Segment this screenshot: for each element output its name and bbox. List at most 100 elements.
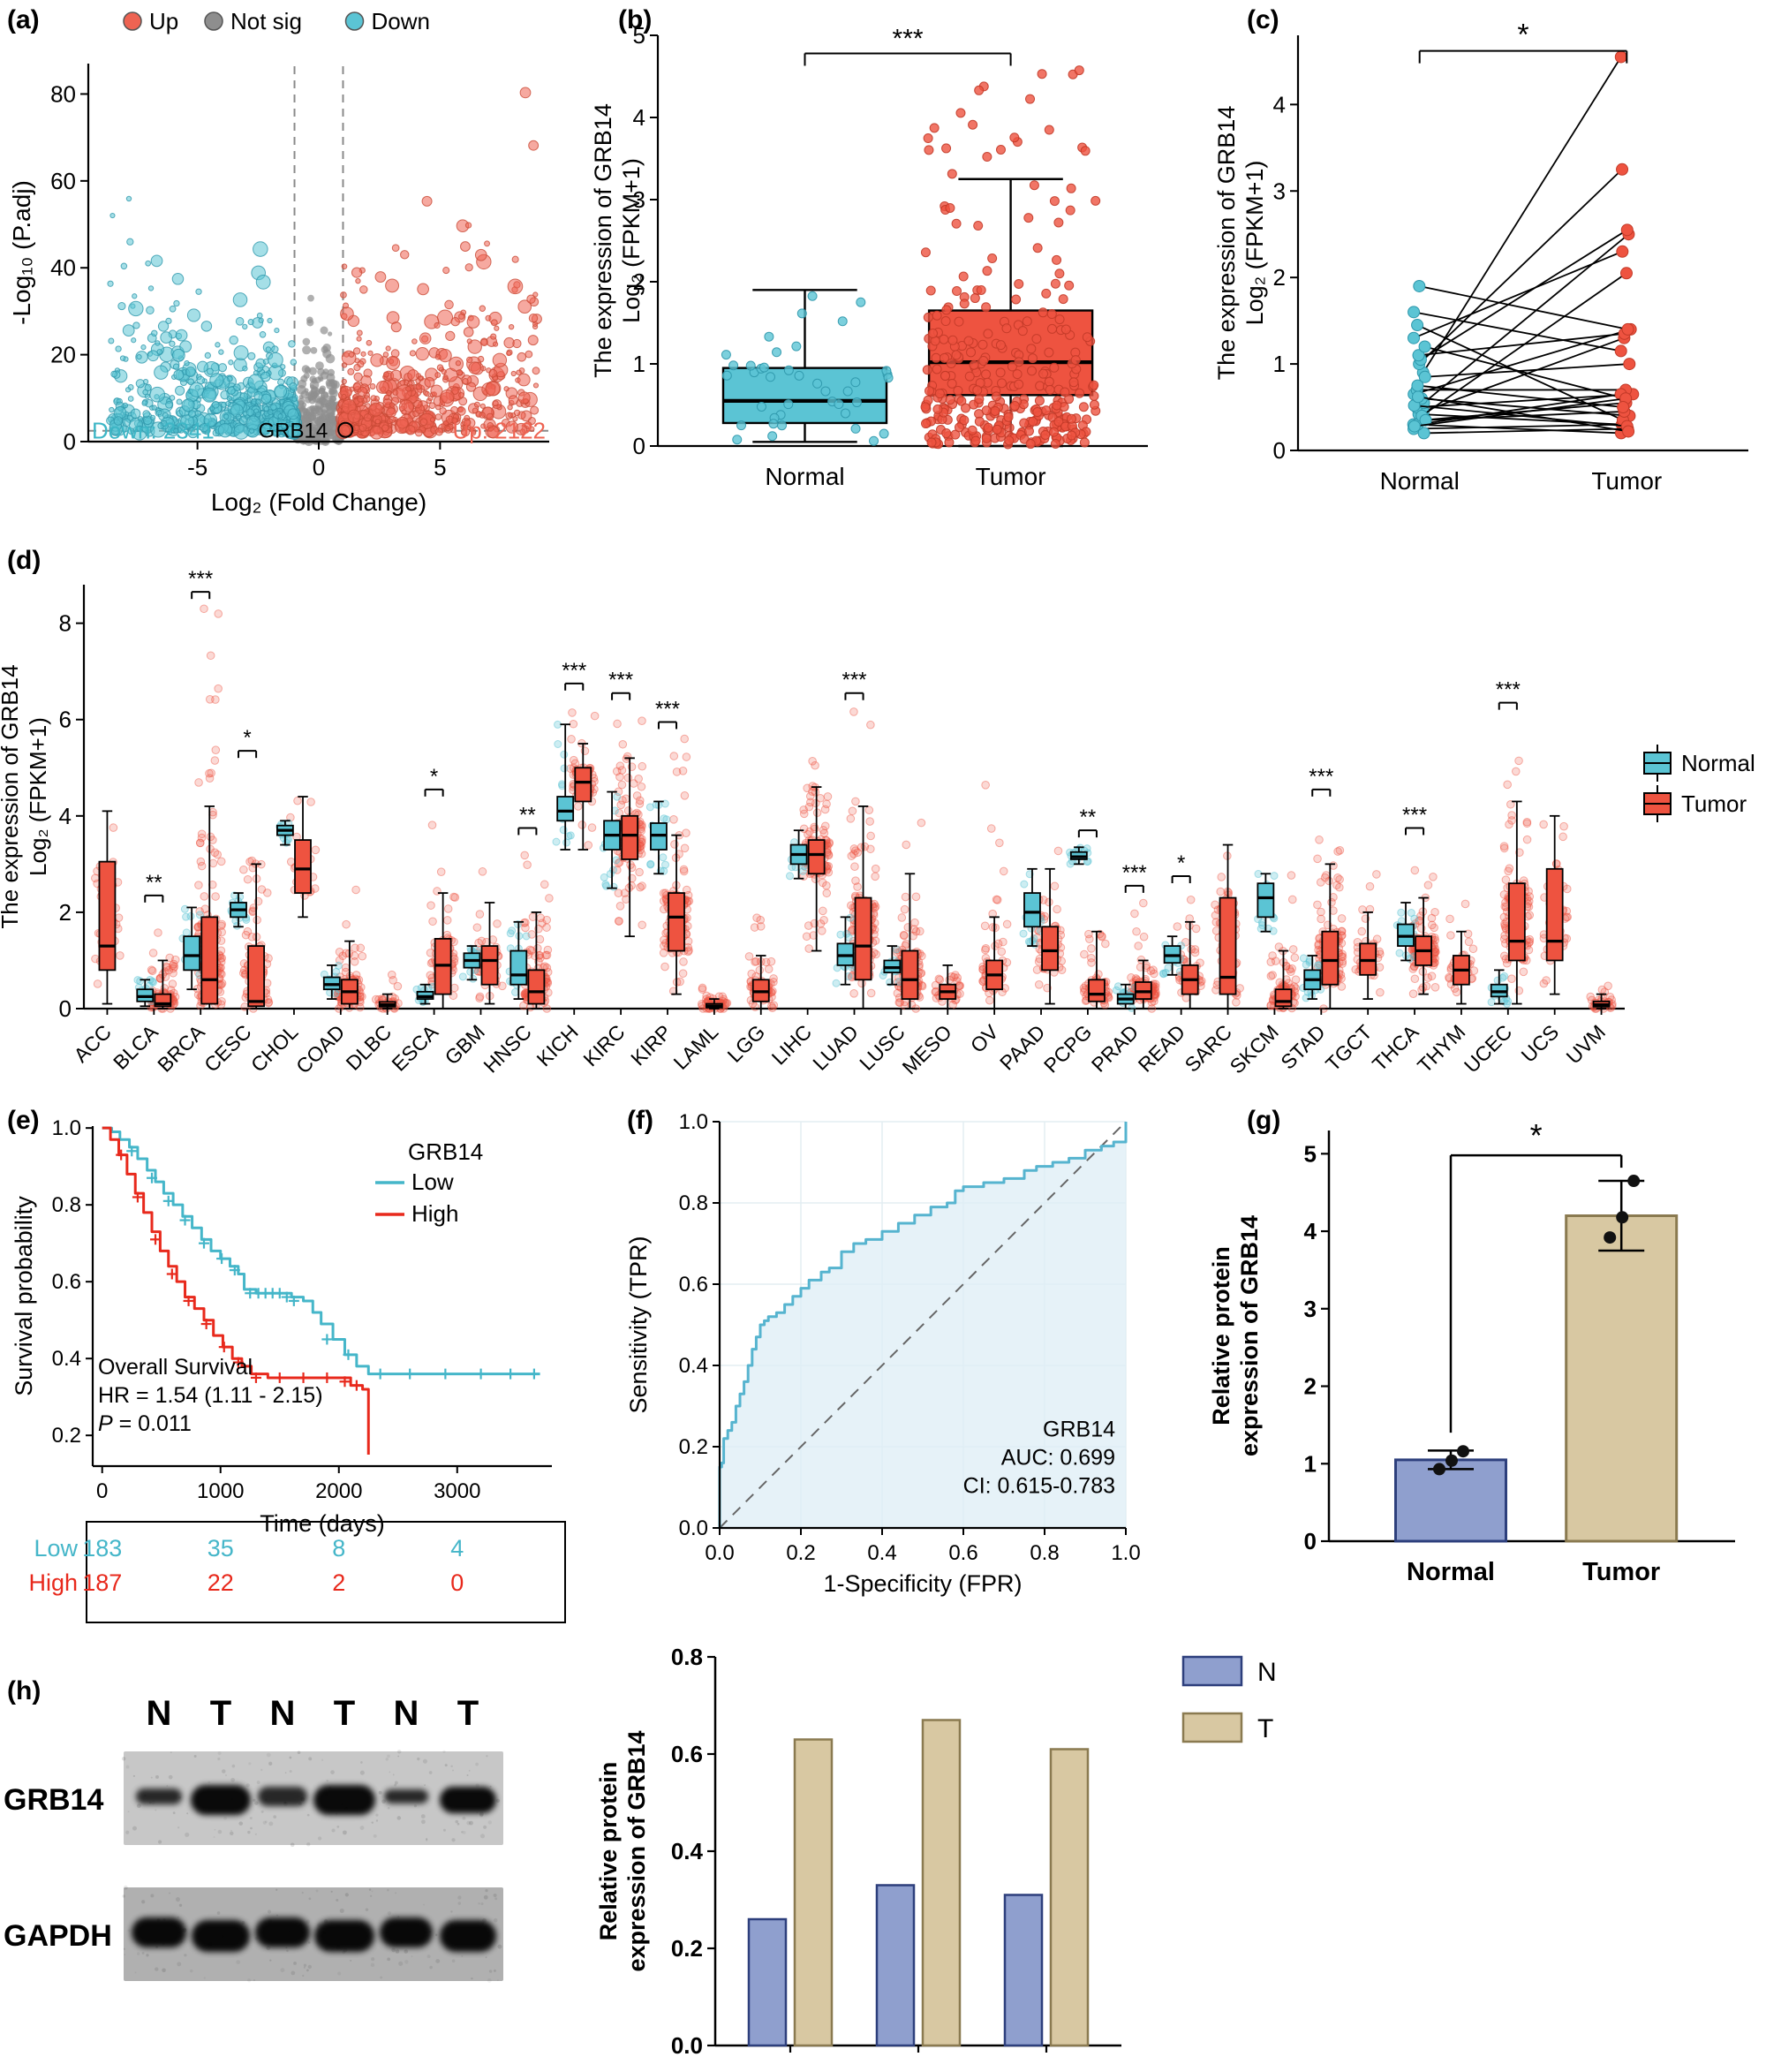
svg-text:Up: 2122: Up: 2122 xyxy=(452,418,546,444)
svg-text:***: *** xyxy=(608,669,633,692)
svg-text:***: *** xyxy=(655,697,680,721)
panel-label-e: (e) xyxy=(7,1106,40,1135)
svg-text:The expression of GRB14: The expression of GRB14 xyxy=(1213,106,1240,381)
svg-text:The expression of GRB14: The expression of GRB14 xyxy=(590,103,616,378)
svg-text:0: 0 xyxy=(64,428,76,455)
svg-text:Tumor: Tumor xyxy=(1591,467,1662,495)
panel-label-b: (b) xyxy=(618,5,653,34)
svg-text:5: 5 xyxy=(633,22,645,49)
svg-text:READ: READ xyxy=(1134,1020,1190,1077)
svg-text:Log₂ (FPKM+1): Log₂ (FPKM+1) xyxy=(25,717,51,876)
svg-text:4: 4 xyxy=(1273,91,1286,117)
svg-text:Log₂ (FPKM+1): Log₂ (FPKM+1) xyxy=(1241,161,1268,326)
boxplot-normal-tumor: 0 1 2 3 4 5 The expression of GRB14 Log₂ (FPKM+… xyxy=(590,22,1148,490)
svg-text:Tumor: Tumor xyxy=(976,463,1046,490)
svg-text:4: 4 xyxy=(59,803,72,829)
roc-curve: 0.00.00.20.20.40.40.60.60.80.81.01.01-Sp… xyxy=(625,1110,1141,1597)
svg-text:LUAD: LUAD xyxy=(808,1020,863,1075)
svg-text:PCPG: PCPG xyxy=(1039,1020,1096,1077)
svg-text:3: 3 xyxy=(1273,178,1286,204)
svg-text:OV: OV xyxy=(966,1020,1003,1057)
svg-text:0: 0 xyxy=(59,995,72,1022)
svg-text:5: 5 xyxy=(434,454,446,480)
svg-text:HNSC: HNSC xyxy=(479,1020,535,1077)
svg-text:KIRP: KIRP xyxy=(626,1020,675,1070)
svg-text:4: 4 xyxy=(633,104,645,131)
svg-text:**: ** xyxy=(519,803,536,827)
svg-text:0: 0 xyxy=(1273,437,1286,464)
panel-label-a: (a) xyxy=(7,5,40,34)
svg-text:MESO: MESO xyxy=(898,1020,956,1078)
svg-text:**: ** xyxy=(1080,805,1097,829)
svg-text:2: 2 xyxy=(59,899,72,926)
svg-text:6: 6 xyxy=(59,707,72,733)
svg-text:***: *** xyxy=(188,567,213,591)
svg-text:Up: Up xyxy=(149,8,178,34)
svg-text:***: *** xyxy=(841,669,866,692)
svg-text:60: 60 xyxy=(50,168,76,194)
svg-text:80: 80 xyxy=(50,80,76,107)
svg-text:***: *** xyxy=(1122,861,1147,885)
svg-text:Down: 2341: Down: 2341 xyxy=(92,418,215,444)
svg-text:20: 20 xyxy=(50,342,76,368)
svg-text:GRB14: GRB14 xyxy=(259,420,328,443)
svg-text:Not sig: Not sig xyxy=(230,8,302,34)
svg-text:-5: -5 xyxy=(187,454,208,480)
svg-text:SKCM: SKCM xyxy=(1226,1020,1283,1078)
svg-text:*: * xyxy=(1517,19,1528,52)
svg-text:KICH: KICH xyxy=(532,1020,583,1070)
svg-text:STAD: STAD xyxy=(1276,1020,1330,1074)
svg-text:LAML: LAML xyxy=(669,1020,723,1074)
paired-expression-plot: 0 1 2 3 4 The expression of GRB14 Log₂ (FPKM+1… xyxy=(1213,19,1748,495)
svg-text:Normal: Normal xyxy=(1380,467,1460,495)
svg-text:SARC: SARC xyxy=(1180,1020,1236,1077)
svg-text:1: 1 xyxy=(633,351,645,377)
svg-text:*: * xyxy=(1177,851,1185,875)
svg-text:Normal: Normal xyxy=(765,463,844,490)
svg-text:0: 0 xyxy=(633,433,645,459)
svg-text:CHOL: CHOL xyxy=(246,1020,303,1077)
svg-text:2: 2 xyxy=(633,268,645,295)
svg-text:Down: Down xyxy=(372,8,430,34)
svg-text:0: 0 xyxy=(313,454,325,480)
svg-text:ACC: ACC xyxy=(69,1020,116,1067)
panel-label-h: (h) xyxy=(7,1676,42,1705)
svg-text:COAD: COAD xyxy=(291,1020,349,1078)
svg-text:8: 8 xyxy=(59,610,72,637)
svg-text:BLCA: BLCA xyxy=(109,1020,162,1074)
svg-text:LIHC: LIHC xyxy=(767,1020,816,1069)
panel-label-c: (c) xyxy=(1247,5,1279,34)
svg-text:Log₂ (FPKM+1): Log₂ (FPKM+1) xyxy=(618,158,645,323)
svg-text:ESCA: ESCA xyxy=(387,1020,442,1076)
svg-text:The expression of GRB14: The expression of GRB14 xyxy=(0,664,23,928)
svg-text:TGCT: TGCT xyxy=(1321,1020,1377,1076)
svg-text:CESC: CESC xyxy=(200,1020,256,1077)
panel-label-f: (f) xyxy=(627,1106,653,1135)
svg-text:PRAD: PRAD xyxy=(1087,1020,1143,1077)
svg-text:KIRC: KIRC xyxy=(578,1020,629,1070)
volcano-plot: Up Not sig Down -5 0 5 0 20 40 60 80 Log₂ (Fold Cha… xyxy=(8,8,549,516)
svg-text:1: 1 xyxy=(1273,351,1286,377)
svg-text:***: *** xyxy=(562,659,586,683)
svg-text:-Log₁₀ (P.adj): -Log₁₀ (P.adj) xyxy=(8,180,35,325)
svg-text:DLBC: DLBC xyxy=(341,1020,396,1075)
svg-text:2: 2 xyxy=(1273,264,1286,291)
svg-text:Log₂ (Fold Change): Log₂ (Fold Change) xyxy=(211,488,426,516)
svg-text:3: 3 xyxy=(633,186,645,213)
svg-text:***: *** xyxy=(893,24,924,53)
panel-label-d: (d) xyxy=(7,546,42,575)
svg-text:40: 40 xyxy=(50,254,76,281)
svg-text:BRCA: BRCA xyxy=(153,1020,209,1077)
svg-text:PAAD: PAAD xyxy=(995,1020,1049,1074)
svg-text:**: ** xyxy=(146,871,162,895)
svg-text:***: *** xyxy=(1309,765,1333,789)
svg-text:*: * xyxy=(243,726,251,750)
panel-label-g: (g) xyxy=(1247,1106,1281,1135)
svg-text:LGG: LGG xyxy=(723,1020,770,1067)
